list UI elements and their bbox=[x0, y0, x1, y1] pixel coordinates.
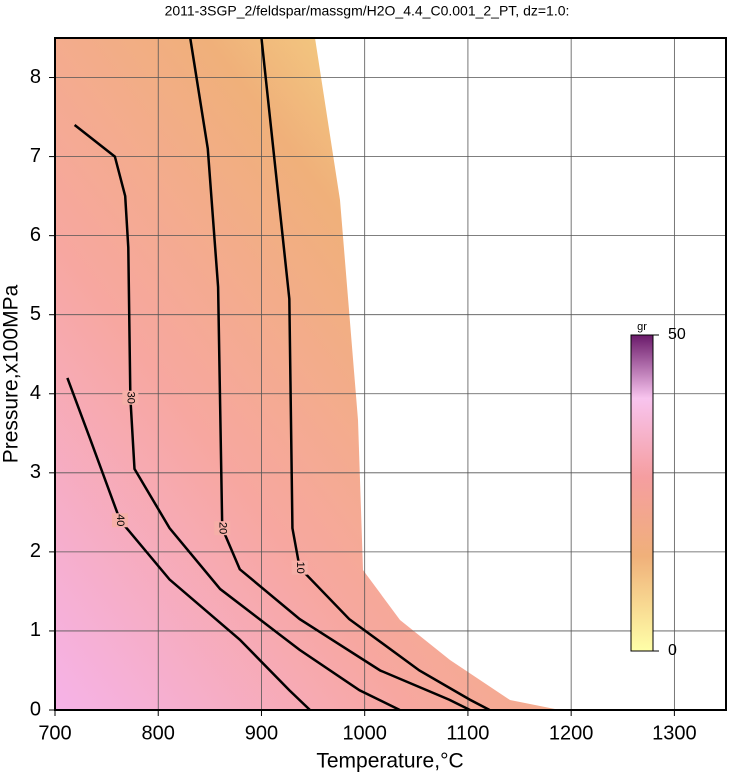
colorbar-tick-label: 0 bbox=[668, 642, 677, 659]
x-tick-label: 1100 bbox=[446, 722, 489, 744]
y-tick-label: 0 bbox=[30, 698, 41, 720]
y-tick-label: 6 bbox=[30, 224, 41, 246]
y-axis-label: Pressure,x100MPa bbox=[0, 284, 23, 463]
contour-label-bg bbox=[214, 521, 231, 536]
contour-label: 30 bbox=[124, 392, 136, 404]
colorbar-label: gr bbox=[637, 321, 647, 333]
contour-line bbox=[188, 37, 471, 712]
y-tick-label: 1 bbox=[30, 619, 41, 641]
y-tick-label: 4 bbox=[30, 382, 41, 404]
x-tick-label: 900 bbox=[245, 722, 278, 744]
colorbar bbox=[630, 334, 654, 652]
colorbar-tick-label: 50 bbox=[668, 326, 686, 343]
x-tick-label: 1200 bbox=[549, 722, 594, 744]
x-axis-label: Temperature,°C bbox=[316, 750, 463, 773]
x-tick-label: 700 bbox=[38, 722, 71, 744]
y-tick-label: 5 bbox=[30, 303, 41, 325]
contour-label-bg bbox=[122, 390, 139, 405]
contour-label-bg bbox=[291, 560, 308, 575]
contour-label: 20 bbox=[216, 522, 228, 534]
contour-line bbox=[260, 37, 491, 712]
contour-label-bg bbox=[112, 513, 129, 528]
contour-line bbox=[73, 123, 401, 712]
plot-frame bbox=[54, 37, 727, 711]
contour-line bbox=[66, 377, 311, 711]
y-tick-label: 8 bbox=[30, 66, 41, 88]
x-tick-label: 1300 bbox=[652, 722, 697, 744]
y-tick-label: 3 bbox=[30, 461, 41, 483]
chart-title: 2011-3SGP_2/feldspar/massgm/H2O_4.4_C0.0… bbox=[165, 3, 570, 19]
x-tick-label: 1000 bbox=[342, 722, 387, 744]
y-tick-label: 7 bbox=[30, 145, 41, 167]
contour-label: 10 bbox=[294, 562, 306, 574]
contour-label: 40 bbox=[114, 514, 126, 526]
y-tick-label: 2 bbox=[30, 540, 41, 562]
x-tick-label: 800 bbox=[142, 722, 175, 744]
